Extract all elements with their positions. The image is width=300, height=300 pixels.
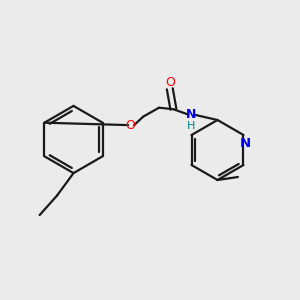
Text: O: O bbox=[126, 118, 135, 132]
Text: N: N bbox=[239, 137, 250, 150]
Text: N: N bbox=[186, 108, 196, 121]
Text: H: H bbox=[187, 121, 195, 131]
Text: O: O bbox=[165, 76, 175, 89]
